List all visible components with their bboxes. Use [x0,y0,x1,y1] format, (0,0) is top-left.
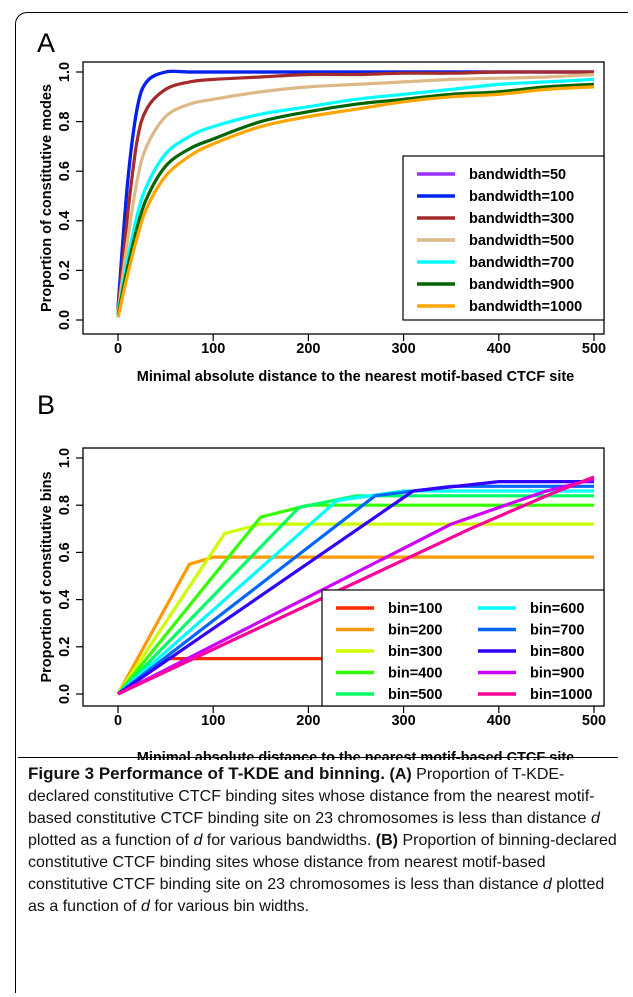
caption-b-text-3: for various bin widths. [149,898,310,915]
legend-label: bin=300 [388,644,442,660]
series-line [116,489,594,696]
x-tick-label: 500 [582,341,606,357]
y-tick-label: 0.0 [57,684,73,704]
caption-d-var: d [140,898,150,915]
caption-b-text-1: Proportion of binning-declared constitut… [28,832,617,893]
legend-label: bin=1000 [530,687,592,703]
series-line [116,522,594,695]
series-line [116,494,594,696]
series-line [117,480,594,696]
caption-title: Figure 3 Performance of T-KDE and binnin… [28,764,386,783]
y-tick-label: 0.2 [57,260,73,280]
caption-a-text-2: plotted as a function of [28,832,194,849]
legend-label: bandwidth=900 [469,277,574,293]
caption-a-text-3: for various bandwidths. [202,832,376,849]
y-tick-label: 0.6 [57,161,73,181]
y-tick-label: 1.0 [57,62,73,82]
x-tick-label: 300 [391,713,415,729]
caption-b-text-2: plotted as a function of [28,876,605,915]
x-axis-label: Minimal absolute distance to the nearest… [137,369,575,385]
y-tick-label: 1.0 [57,448,73,468]
panel-a-chart: A 0 100 200 300 400 500 0.0 0.2 0.4 0.6 0.8 1.0 Mini… [37,28,606,385]
legend-box [402,155,605,321]
caption-a-label: (A) [389,766,412,783]
series-line [116,85,595,318]
panel-a-letter: A [37,28,55,58]
panel-b-letter: B [37,390,55,420]
x-tick-label: 400 [487,341,511,357]
legend-label: bandwidth=700 [469,255,574,271]
legend-label: bin=700 [530,623,584,639]
series-line [116,72,595,313]
x-tick-label: 300 [391,341,415,357]
legend-label: bin=400 [388,666,442,682]
caption-a-text-1: Proportion of T-KDE-declared constitutiv… [28,766,595,827]
legend-label: bandwidth=300 [469,211,574,227]
y-axis-label: Proportion of constitutive bins [39,471,55,682]
legend-label: bandwidth=500 [469,233,574,249]
legend-label: bin=800 [530,644,584,660]
panel-b-chart: B 0 100 200 300 400 500 0.0 0.2 0.4 0.6 0.8 1.0 Mini… [37,390,606,760]
x-tick-label: 100 [201,713,225,729]
series-line [116,555,594,695]
x-tick-label: 0 [114,341,122,357]
caption-d-var: d [193,832,203,849]
series-line [116,82,595,316]
figure-frame [15,12,628,993]
caption-divider [18,757,618,758]
y-tick-label: 0.8 [57,112,73,132]
legend-label: bin=100 [388,601,442,617]
legend-label: bin=500 [388,687,442,703]
series-line [116,77,595,316]
x-tick-label: 100 [201,341,225,357]
x-tick-label: 200 [296,713,320,729]
x-tick-label: 500 [582,713,606,729]
caption-b-label: (B) [375,832,398,849]
legend-label: bin=900 [530,666,584,682]
x-tick-label: 400 [487,713,511,729]
caption-d-var: d [590,810,600,827]
caption-d-var: d [542,876,552,893]
y-tick-label: 0.6 [57,542,73,562]
y-tick-label: 0.8 [57,495,73,515]
legend-label: bandwidth=50 [469,167,566,183]
y-tick-label: 0.2 [57,637,73,657]
x-tick-label: 0 [114,713,122,729]
legend-label: bin=600 [530,601,584,617]
legend-label: bin=200 [388,623,442,639]
y-tick-label: 0.0 [57,310,73,330]
series-line [116,503,594,696]
series-line [117,475,595,696]
y-tick-label: 0.4 [57,590,73,610]
legend-label: bandwidth=100 [469,189,574,205]
figure-caption: Figure 3 Performance of T-KDE and binnin… [28,763,618,918]
series-line [116,70,594,311]
y-tick-label: 0.4 [57,211,73,231]
x-axis-label: Minimal absolute distance to the nearest… [137,750,575,760]
x-tick-label: 200 [296,341,320,357]
legend-label: bandwidth=1000 [469,299,582,315]
y-axis-label: Proportion of constitutive modes [39,84,55,312]
